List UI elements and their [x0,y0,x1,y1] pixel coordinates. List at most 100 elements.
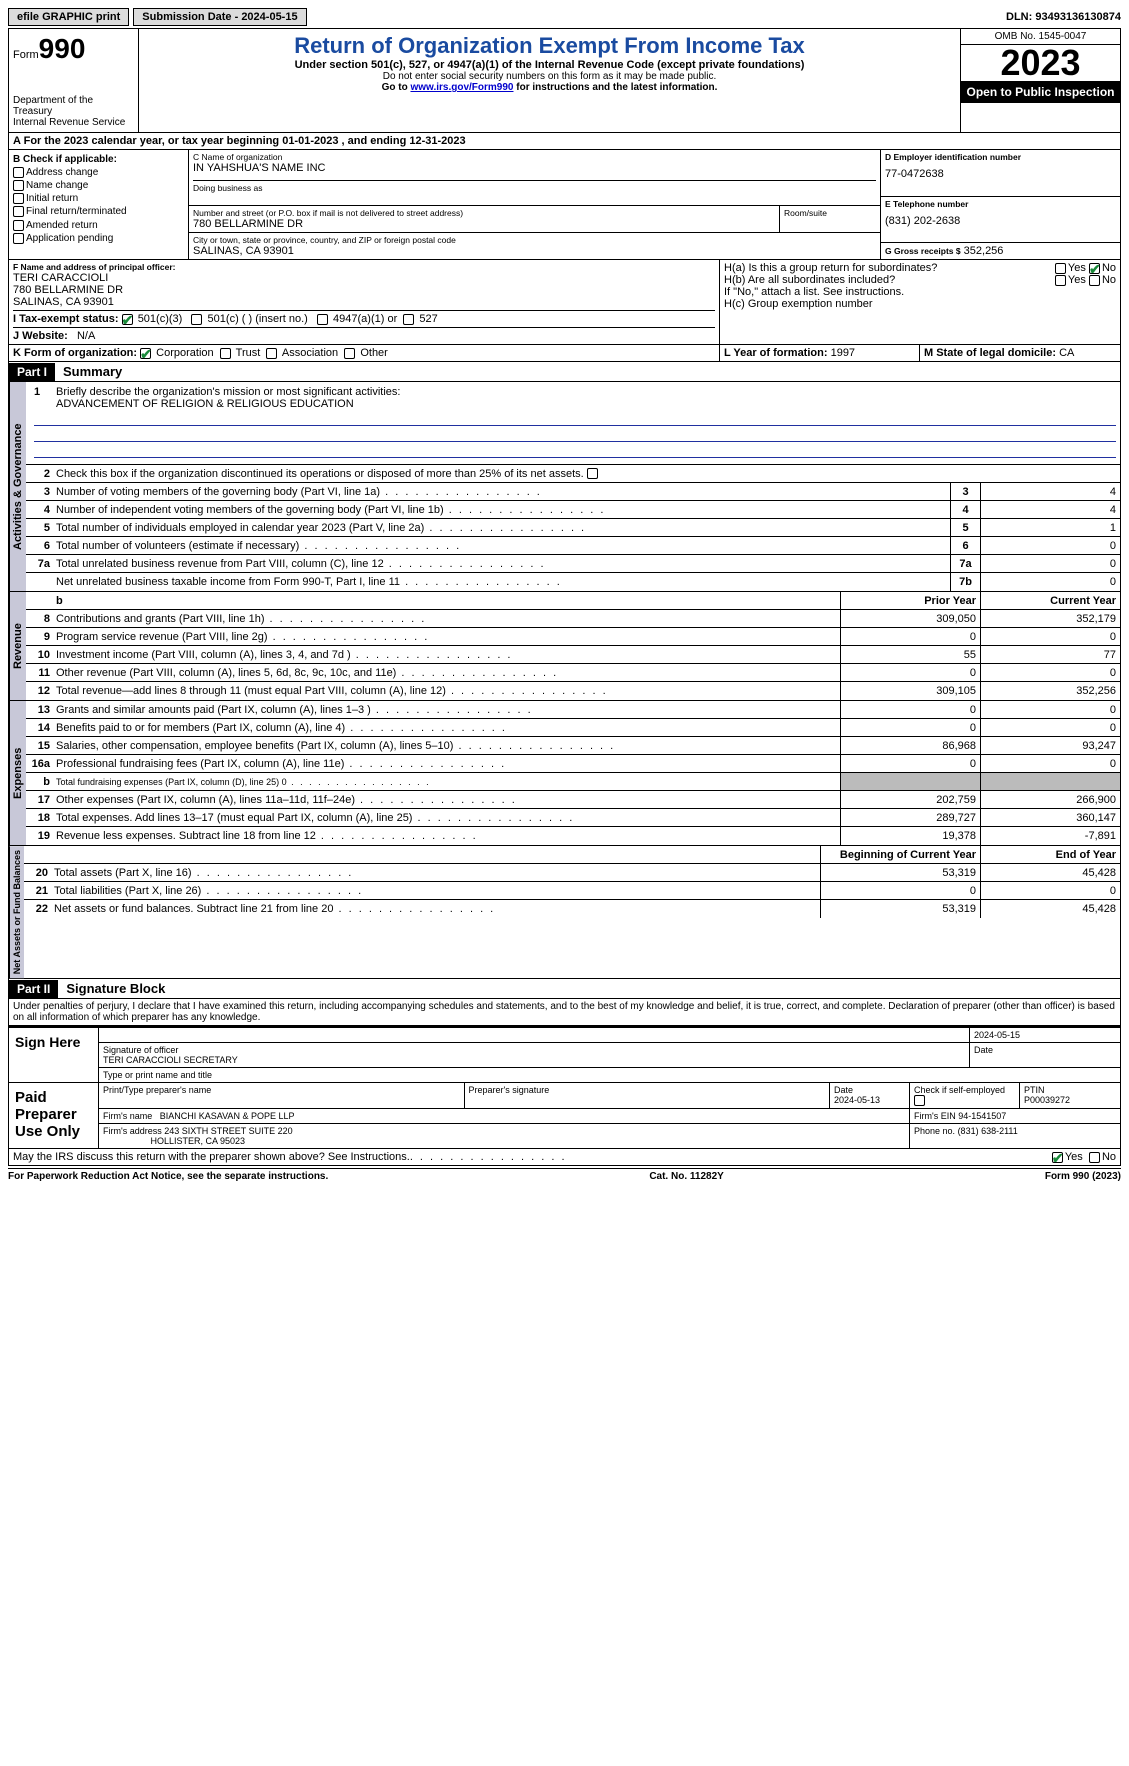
checkbox-initial-return[interactable] [13,193,24,204]
checkbox-corp[interactable] [140,348,151,359]
checkbox-discuss-no[interactable] [1089,1152,1100,1163]
tax-year-text: For the 2023 calendar year, or tax year … [24,135,466,147]
tax-year: 2023 [961,45,1120,81]
officer-addr1: 780 BELLARMINE DR [13,284,715,296]
checkbox-other[interactable] [344,348,355,359]
opt-501c: 501(c) ( ) (insert no.) [208,313,308,325]
summary-line: 19Revenue less expenses. Subtract line 1… [26,827,1120,845]
discuss-row: May the IRS discuss this return with the… [8,1149,1121,1166]
declaration-text: Under penalties of perjury, I declare th… [8,999,1121,1026]
prep-name-label: Print/Type preparer's name [99,1083,465,1108]
city-label: City or town, state or province, country… [193,235,876,245]
part2-header-row: Part II Signature Block [8,979,1121,999]
summary-line: 6Total number of volunteers (estimate if… [26,537,1120,555]
footer-right: Form 990 (2023) [1045,1171,1121,1182]
sign-here-label: Sign Here [9,1028,99,1082]
sig-type-label: Type or print name and title [99,1068,1120,1082]
checkbox-amended[interactable] [13,220,24,231]
sig-officer-name: TERI CARACCIOLI SECRETARY [103,1055,965,1065]
checkbox-ha-yes[interactable] [1055,263,1066,274]
lbl-initial-return: Initial return [26,193,78,204]
checkbox-assoc[interactable] [266,348,277,359]
tax-year-row: A For the 2023 calendar year, or tax yea… [8,133,1121,150]
checkbox-4947[interactable] [317,314,328,325]
instructions-link-row: Go to www.irs.gov/Form990 for instructio… [143,82,956,93]
paid-preparer-label: Paid Preparer Use Only [9,1083,99,1148]
footer-left: For Paperwork Reduction Act Notice, see … [8,1171,328,1182]
tax-exempt-label: I Tax-exempt status: [13,313,119,325]
addr-label: Number and street (or P.O. box if mail i… [193,208,775,218]
form-label: Form [13,49,39,61]
netassets-section: Net Assets or Fund Balances Beginning of… [8,846,1121,979]
footer-mid: Cat. No. 11282Y [649,1171,723,1182]
q1-num: 1 [34,386,56,398]
summary-line: 11Other revenue (Part VIII, column (A), … [26,664,1120,682]
room-label: Room/suite [784,208,876,218]
vlabel-netassets: Net Assets or Fund Balances [9,846,24,978]
opt-501c3: 501(c)(3) [138,313,183,325]
subtitle-1: Under section 501(c), 527, or 4947(a)(1)… [143,59,956,71]
dln: DLN: 93493136130874 [1006,11,1121,23]
officer-label: F Name and address of principal officer: [13,262,715,272]
col-beginning: Beginning of Current Year [820,846,980,863]
part1-header: Part I [9,363,55,381]
checkbox-self-employed[interactable] [914,1095,925,1106]
checkbox-501c3[interactable] [122,314,133,325]
sig-officer-label: Signature of officer [103,1045,965,1055]
summary-line: bTotal fundraising expenses (Part IX, co… [26,773,1120,791]
section-b: B Check if applicable: Address change Na… [9,150,189,259]
phone-value: (831) 202-2638 [885,215,1116,227]
ptin-label: PTIN [1024,1085,1045,1095]
summary-line: 18Total expenses. Add lines 13–17 (must … [26,809,1120,827]
checkbox-trust[interactable] [220,348,231,359]
firm-phone: (831) 638-2111 [958,1126,1018,1136]
mission-text: ADVANCEMENT OF RELIGION & RELIGIOUS EDUC… [34,398,1116,410]
part1-title: Summary [55,362,130,381]
h-b-label: H(b) Are all subordinates included? [724,274,1055,286]
checkbox-hb-no[interactable] [1089,275,1100,286]
officer-addr2: SALINAS, CA 93901 [13,296,715,308]
checkbox-527[interactable] [403,314,414,325]
summary-line: 8Contributions and grants (Part VIII, li… [26,610,1120,628]
self-employed-label: Check if self-employed [914,1085,1005,1095]
checkbox-501c[interactable] [191,314,202,325]
checkbox-ha-no[interactable] [1089,263,1100,274]
prep-date-label: Date [834,1085,853,1095]
summary-line: Net unrelated business taxable income fr… [26,573,1120,591]
checkbox-discuss-yes[interactable] [1052,1152,1063,1163]
col-prior: Prior Year [840,592,980,609]
firm-ein: 94-1541507 [958,1111,1006,1121]
summary-line: 15Salaries, other compensation, employee… [26,737,1120,755]
checkbox-hb-yes[interactable] [1055,275,1066,286]
ein-label: D Employer identification number [885,152,1116,162]
summary-line: 17Other expenses (Part IX, column (A), l… [26,791,1120,809]
checkbox-discontinued[interactable] [587,468,598,479]
form990-link[interactable]: www.irs.gov/Form990 [410,82,513,93]
summary-line: 9Program service revenue (Part VIII, lin… [26,628,1120,646]
goto-suffix: for instructions and the latest informat… [513,82,717,93]
year-formation-label: L Year of formation: [724,347,828,359]
ptin-value: P00039272 [1024,1095,1070,1105]
checkbox-app-pending[interactable] [13,233,24,244]
firm-name-label: Firm's name [103,1111,152,1121]
form-no: 990 [39,33,86,64]
governance-section: Activities & Governance 1Briefly describ… [8,382,1121,592]
discuss-yes: Yes [1065,1151,1083,1163]
checkbox-final-return[interactable] [13,206,24,217]
firm-addr2: HOLLISTER, CA 95023 [151,1136,246,1146]
checkbox-address-change[interactable] [13,167,24,178]
city-state-zip: SALINAS, CA 93901 [193,245,876,257]
street-address: 780 BELLARMINE DR [193,218,775,230]
checkbox-name-change[interactable] [13,180,24,191]
discuss-no: No [1102,1151,1116,1163]
expenses-section: Expenses 13Grants and similar amounts pa… [8,701,1121,846]
vlabel-revenue: Revenue [9,592,26,700]
prep-sig-label: Preparer's signature [465,1083,831,1108]
form-title: Return of Organization Exempt From Incom… [143,33,956,59]
vlabel-expenses: Expenses [9,701,26,845]
lbl-address-change: Address change [26,167,98,178]
part1-header-row: Part I Summary [8,362,1121,382]
efile-button[interactable]: efile GRAPHIC print [8,8,129,26]
col-end: End of Year [980,846,1120,863]
dba-label: Doing business as [193,180,876,193]
